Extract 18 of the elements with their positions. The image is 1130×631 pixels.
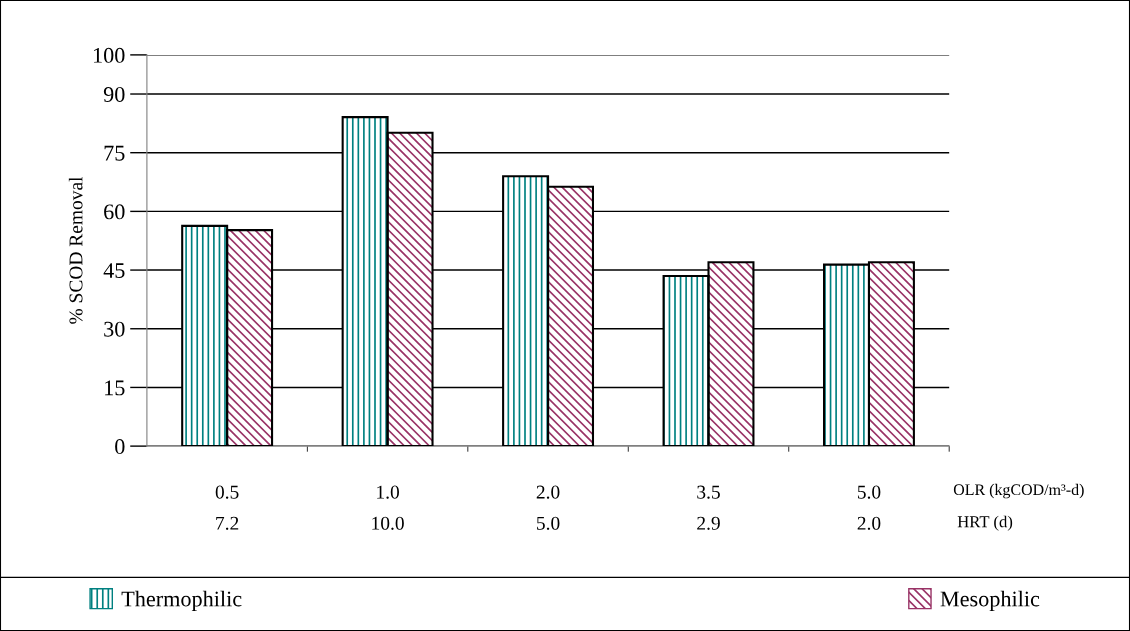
x-axis-title: OLR (kgCOD/m³-d) [953, 483, 1084, 499]
x-tick-label: 2.0 5.0 [536, 485, 560, 530]
y-tick-label: 100 [93, 47, 125, 63]
y-tick-label: 90 [103, 86, 125, 102]
legend-label: Mesophilic [940, 590, 1040, 611]
text: HRT (d) [957, 515, 1013, 531]
x-tick-label: 1.0 10.0 [372, 485, 404, 530]
y-tick-label: 15 [105, 380, 125, 396]
x-tick-label: 3.5 2.9 [697, 485, 720, 530]
y-tick-label: 75 [104, 145, 125, 161]
y-axis-title: % SCOD Removal [68, 176, 83, 324]
x-tick-label: 5.0 2.0 [857, 485, 881, 530]
x-tick-label: 0.5 7.2 [215, 485, 239, 530]
y-tick-label: 45 [103, 263, 125, 278]
y-tick-label: 0 [115, 439, 125, 455]
y-tick-label: 60 [104, 204, 125, 220]
legend-label: Thermophilic [121, 590, 242, 611]
y-tick-label: 30 [104, 321, 125, 337]
